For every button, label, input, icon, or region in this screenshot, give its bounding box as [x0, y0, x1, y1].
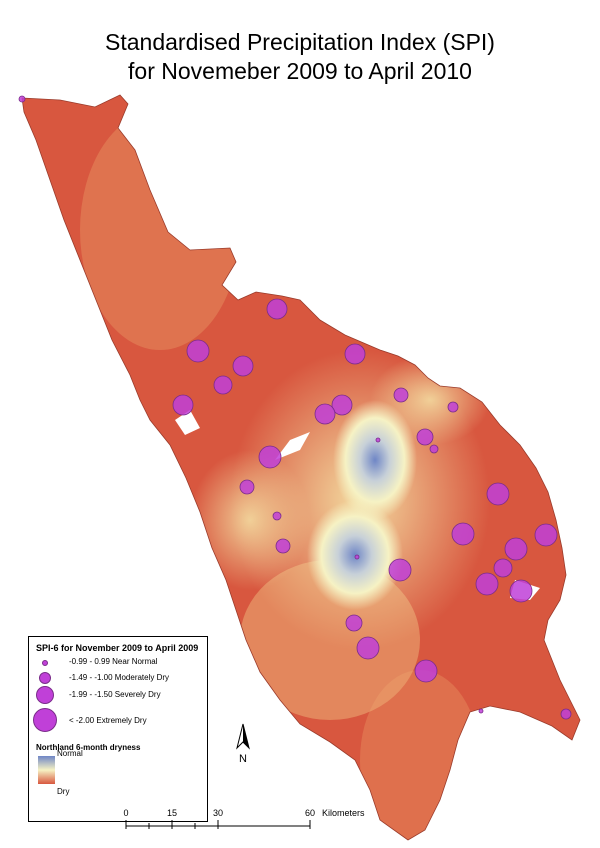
station-symbol — [186, 339, 210, 363]
station-symbol — [258, 445, 282, 469]
station-symbol — [344, 343, 366, 365]
station-symbol — [504, 537, 528, 561]
legend-class-severely-dry: -1.99 - -1.50 Severely Dry — [69, 690, 161, 699]
legend-class-moderately-dry: -1.49 - -1.00 Moderately Dry — [69, 673, 170, 682]
station-symbol — [272, 511, 282, 521]
legend-symbol-extremely-dry — [33, 708, 57, 732]
station-symbol — [331, 394, 353, 416]
station-symbol — [393, 387, 409, 403]
station-symbol — [534, 523, 558, 547]
station-symbol — [509, 579, 533, 603]
station-symbol — [239, 479, 255, 495]
map-title-line-2: for Novemeber 2009 to April 2010 — [128, 58, 472, 84]
station-symbol — [354, 554, 360, 560]
station-symbol — [314, 403, 336, 425]
station-symbol — [493, 558, 513, 578]
station-symbol — [478, 708, 484, 714]
station-symbols — [18, 95, 572, 720]
station-symbol — [416, 428, 434, 446]
legend-symbol-moderately-dry — [39, 672, 51, 684]
north-arrow: N — [236, 723, 250, 765]
legend-class-near-normal: -0.99 - 0.99 Near Normal — [69, 657, 158, 666]
station-symbol — [447, 401, 459, 413]
station-symbol — [388, 558, 412, 582]
legend: SPI-6 for November 2009 to April 2009 -0… — [28, 636, 208, 822]
station-symbol — [475, 572, 499, 596]
station-symbol — [414, 659, 438, 683]
legend-ramp-low-label: Dry — [57, 787, 70, 796]
station-symbol — [232, 355, 254, 377]
station-symbol — [18, 95, 26, 103]
station-symbol — [172, 394, 194, 416]
legend-ramp-high-label: Normal — [57, 749, 83, 758]
legend-title: SPI-6 for November 2009 to April 2009 — [36, 643, 199, 653]
station-symbol — [356, 636, 380, 660]
station-symbol — [560, 708, 572, 720]
legend-class-extremely-dry: < -2.00 Extremely Dry — [69, 716, 147, 725]
station-symbol — [375, 437, 381, 443]
station-symbol — [345, 614, 363, 632]
station-symbol — [213, 375, 233, 395]
legend-symbol-near-normal — [42, 660, 48, 666]
station-symbol — [275, 538, 291, 554]
station-symbol — [429, 444, 439, 454]
legend-color-ramp — [38, 756, 55, 784]
station-symbol — [451, 522, 475, 546]
legend-surface-title: Northland 6-month dryness — [36, 743, 141, 752]
map-title-line-1: Standardised Precipitation Index (SPI) — [105, 29, 495, 55]
station-symbol — [486, 482, 510, 506]
station-symbol — [266, 298, 288, 320]
north-label: N — [239, 753, 247, 765]
legend-symbol-severely-dry — [36, 686, 54, 704]
